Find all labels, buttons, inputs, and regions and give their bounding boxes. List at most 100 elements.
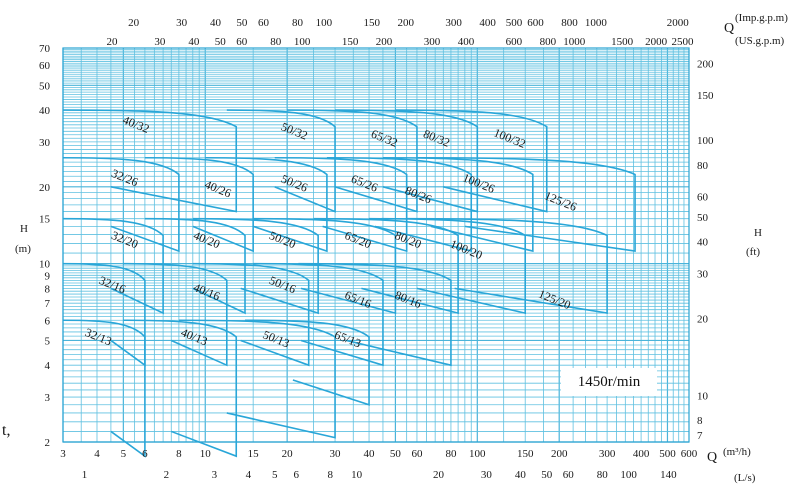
right-h-unit: (ft) [746, 246, 760, 258]
tick-label-m3h: 200 [551, 448, 568, 460]
curve-label-40-20: 40/20 [191, 228, 222, 251]
tick-label-m3h: 20 [282, 448, 294, 460]
curve-label-32-26: 32/26 [110, 166, 141, 189]
tick-label-us: 600 [506, 36, 523, 48]
curve-label-65-26: 65/26 [349, 172, 380, 195]
curve-65-13 [245, 319, 370, 406]
tick-label-ls: 50 [541, 469, 553, 481]
tick-label-imp: 80 [292, 17, 304, 29]
tick-label-h-ft: 150 [697, 90, 714, 102]
tick-label-m3h: 10 [200, 448, 212, 460]
tick-label-m3h: 3 [60, 448, 66, 460]
curve-80-20 [313, 217, 459, 315]
curve-label-80-32: 80/32 [421, 127, 452, 150]
bottom-q-symbol: Q [707, 450, 717, 465]
tick-label-ls: 40 [515, 469, 527, 481]
curve-label-50-16: 50/16 [267, 273, 298, 296]
bottom-unit-ls: (L/s) [734, 472, 756, 484]
curve-label-125-20: 125/20 [537, 287, 573, 312]
tick-label-h-m: 70 [39, 43, 51, 55]
tick-label-m3h: 500 [659, 448, 676, 460]
tick-label-ls: 8 [327, 469, 333, 481]
tick-label-h-m: 8 [45, 283, 51, 295]
curve-label-100-32: 100/32 [492, 125, 528, 150]
curve-40-32 [62, 109, 238, 213]
tick-label-h-ft: 8 [697, 415, 703, 427]
curve-32-16 [62, 262, 146, 367]
curve-label-32-20: 32/20 [110, 228, 141, 251]
tick-label-ls: 10 [351, 469, 363, 481]
tick-label-h-ft: 200 [697, 58, 714, 70]
tick-label-ls: 6 [293, 469, 299, 481]
tick-label-h-m: 3 [45, 392, 51, 404]
tick-label-us: 50 [215, 36, 227, 48]
curve-50-13 [178, 319, 336, 439]
tick-label-ls: 60 [563, 469, 575, 481]
tick-label-imp: 600 [527, 17, 544, 29]
tick-label-imp: 50 [236, 17, 248, 29]
tick-label-us: 200 [376, 36, 393, 48]
tick-label-h-m: 20 [39, 182, 51, 194]
tick-label-h-m: 9 [45, 270, 51, 282]
tick-label-ls: 1 [82, 469, 88, 481]
tick-label-imp: 200 [397, 17, 414, 29]
tick-label-us: 300 [424, 36, 441, 48]
tick-label-us: 60 [236, 36, 248, 48]
tick-label-imp: 60 [258, 17, 270, 29]
tick-label-h-ft: 80 [697, 160, 709, 172]
tick-label-m3h: 100 [469, 448, 486, 460]
tick-label-us: 40 [188, 36, 200, 48]
curve-65-32 [287, 109, 418, 213]
tick-label-h-m: 4 [45, 360, 51, 372]
tick-label-ls: 20 [433, 469, 445, 481]
tick-label-imp: 500 [506, 17, 523, 29]
tick-label-imp: 20 [128, 17, 140, 29]
curve-100-20 [369, 217, 527, 315]
tick-label-imp: 800 [561, 17, 578, 29]
curve-65-26 [274, 156, 408, 253]
tick-labels: 3 4 5 6 8 10 15 20 30 40 50 60 80 100 150 200 300 400 500 6… [39, 17, 714, 481]
left-h-unit: (m) [15, 243, 31, 255]
tick-label-us: 1500 [611, 36, 634, 48]
tick-label-us: 2000 [645, 36, 668, 48]
curve-32-20 [62, 217, 164, 315]
curve-40-20 [144, 217, 246, 315]
tick-label-imp: 1000 [585, 17, 608, 29]
tick-label-us: 400 [458, 36, 475, 48]
curve-label-40-26: 40/26 [203, 177, 234, 200]
tick-label-us: 30 [154, 36, 166, 48]
tick-label-h-m: 15 [39, 214, 51, 226]
tick-label-m3h: 8 [176, 448, 182, 460]
tick-label-imp: 40 [210, 17, 222, 29]
tick-label-us: 20 [107, 36, 119, 48]
tick-label-h-m: 40 [39, 105, 51, 117]
curve-50-26 [205, 156, 328, 253]
tick-label-ls: 3 [212, 469, 218, 481]
curve-50-32 [226, 109, 336, 213]
tick-label-m3h: 80 [445, 448, 457, 460]
speed-label: 1450r/min [561, 368, 657, 396]
tick-label-h-m: 7 [45, 298, 51, 310]
top-q-symbol: Q [724, 21, 734, 36]
tick-label-h-m: 60 [39, 60, 51, 72]
tick-label-h-ft: 20 [697, 313, 709, 325]
tick-label-h-m: 2 [45, 437, 51, 449]
tick-label-ls: 4 [246, 469, 252, 481]
curve-80-26 [326, 156, 473, 253]
tick-label-ls: 140 [660, 469, 677, 481]
tick-label-ls: 80 [597, 469, 609, 481]
left-h-symbol: H [20, 223, 28, 235]
tick-label-us: 100 [294, 36, 311, 48]
curve-label-50-20: 50/20 [267, 228, 298, 251]
curve-label-100-20: 100/20 [448, 237, 484, 262]
tick-label-h-m: 30 [39, 137, 51, 149]
tick-label-h-m: 50 [39, 80, 51, 92]
tick-label-imp: 2000 [667, 17, 690, 29]
curve-80-32 [335, 109, 479, 213]
tick-label-imp: 30 [176, 17, 188, 29]
tick-label-h-ft: 30 [697, 269, 709, 281]
curve-125-20 [406, 217, 608, 315]
plot-frame [62, 47, 690, 443]
curve-100-26 [382, 156, 534, 253]
